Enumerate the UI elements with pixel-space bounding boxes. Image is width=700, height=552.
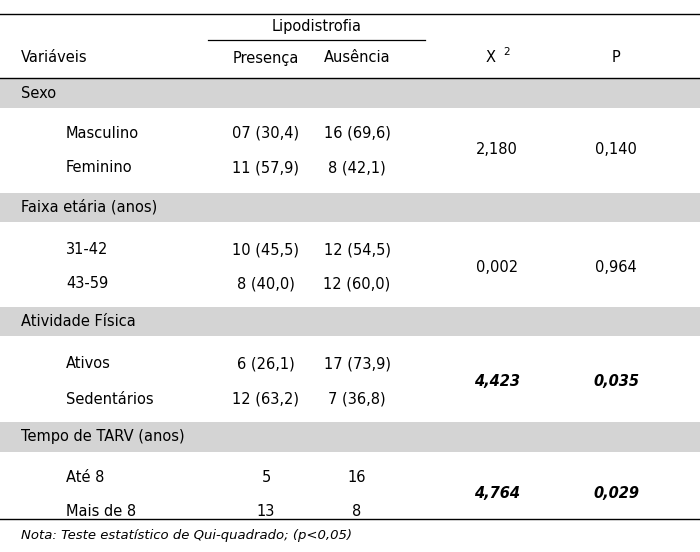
Text: 0,035: 0,035 <box>593 374 639 389</box>
Text: Faixa etária (anos): Faixa etária (anos) <box>21 199 158 215</box>
Text: 12 (63,2): 12 (63,2) <box>232 391 300 406</box>
Text: 4,764: 4,764 <box>474 486 520 502</box>
Text: 12 (54,5): 12 (54,5) <box>323 242 391 257</box>
Text: 16: 16 <box>348 470 366 485</box>
Text: 6 (26,1): 6 (26,1) <box>237 357 295 371</box>
Text: 0,002: 0,002 <box>476 259 518 274</box>
Text: Atividade Física: Atividade Física <box>21 314 136 328</box>
Text: 5: 5 <box>261 470 271 485</box>
Text: 07 (30,4): 07 (30,4) <box>232 125 300 141</box>
Text: 0,029: 0,029 <box>593 486 639 502</box>
Text: 7 (36,8): 7 (36,8) <box>328 391 386 406</box>
Text: Presença: Presença <box>233 50 299 66</box>
Text: Feminino: Feminino <box>66 161 132 176</box>
Text: Nota: Teste estatístico de Qui-quadrado; (p<0,05): Nota: Teste estatístico de Qui-quadrado;… <box>21 529 352 543</box>
Text: 0,964: 0,964 <box>595 259 637 274</box>
Text: X: X <box>486 50 496 66</box>
Text: Masculino: Masculino <box>66 125 139 141</box>
Text: Sedentários: Sedentários <box>66 391 153 406</box>
Text: 11 (57,9): 11 (57,9) <box>232 161 300 176</box>
Text: 0,140: 0,140 <box>595 142 637 157</box>
Text: 12 (60,0): 12 (60,0) <box>323 277 391 291</box>
Text: 43-59: 43-59 <box>66 277 108 291</box>
Text: Ausência: Ausência <box>323 50 391 66</box>
Text: Sexo: Sexo <box>21 86 56 100</box>
Text: 16 (69,6): 16 (69,6) <box>323 125 391 141</box>
Text: 2: 2 <box>504 47 510 57</box>
Text: Até 8: Até 8 <box>66 470 104 485</box>
Text: 10 (45,5): 10 (45,5) <box>232 242 300 257</box>
Text: Tempo de TARV (anos): Tempo de TARV (anos) <box>21 429 185 444</box>
Text: 31-42: 31-42 <box>66 242 108 257</box>
Text: Ativos: Ativos <box>66 357 111 371</box>
Text: 8 (40,0): 8 (40,0) <box>237 277 295 291</box>
Text: 13: 13 <box>257 503 275 518</box>
Text: P: P <box>612 50 620 66</box>
Text: 17 (73,9): 17 (73,9) <box>323 357 391 371</box>
Text: 8 (42,1): 8 (42,1) <box>328 161 386 176</box>
Text: 2,180: 2,180 <box>476 142 518 157</box>
Text: Lipodistrofia: Lipodistrofia <box>272 19 362 34</box>
Text: 8: 8 <box>352 503 362 518</box>
Text: 4,423: 4,423 <box>474 374 520 389</box>
Text: Mais de 8: Mais de 8 <box>66 503 136 518</box>
Text: Variáveis: Variáveis <box>21 50 88 66</box>
